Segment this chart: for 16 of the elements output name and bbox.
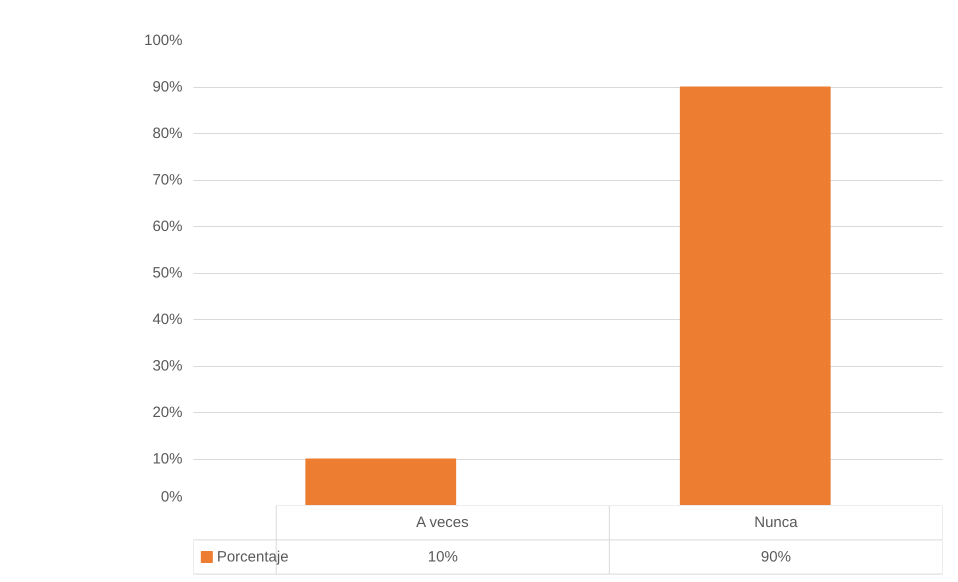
y-tick-label: 0% (160, 488, 183, 506)
data-label: 10% (428, 548, 458, 566)
y-tick-label: 60% (152, 218, 183, 235)
y-tick-label: 40% (152, 311, 183, 328)
x-tick-label: Nunca (754, 514, 798, 532)
data-label: 90% (760, 548, 791, 566)
y-tick-label: 90% (152, 78, 183, 96)
legend-label: Porcentaje (216, 548, 289, 566)
y-tick-label: 30% (152, 358, 183, 374)
y-tick-label: 80% (152, 125, 183, 142)
y-tick-label: 10% (152, 450, 183, 468)
y-tick-label: 20% (152, 404, 183, 421)
y-tick-label: 70% (152, 172, 183, 188)
x-tick-label: A veces (416, 514, 469, 532)
y-tick-label: 100% (144, 32, 183, 49)
y-tick-label: 50% (152, 264, 183, 282)
